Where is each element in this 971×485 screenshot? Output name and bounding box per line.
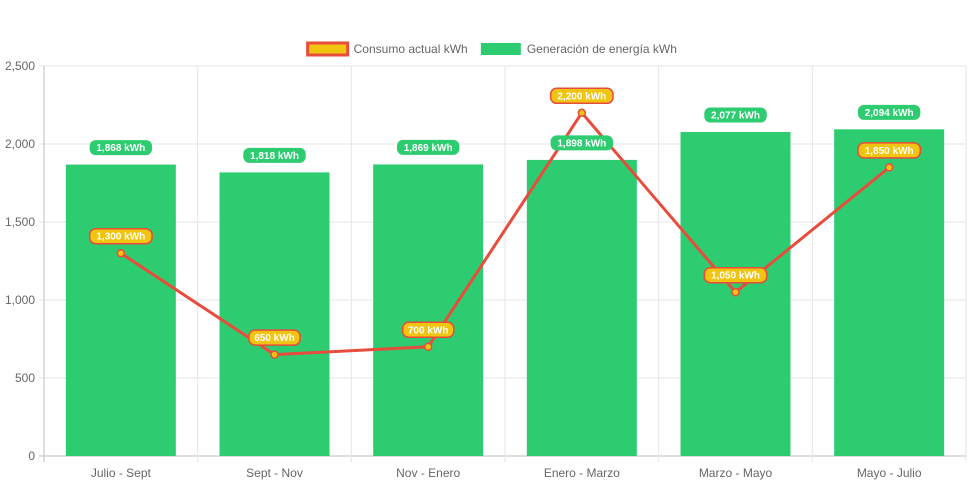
data-label: 1,850 kWh bbox=[857, 142, 922, 159]
data-label-background bbox=[857, 142, 922, 159]
line-point[interactable] bbox=[270, 350, 279, 359]
data-label-text: 1,818 kWh bbox=[250, 151, 299, 162]
data-label: 1,300 kWh bbox=[88, 227, 153, 245]
data-label-text: 700 kWh bbox=[408, 325, 449, 336]
line-point[interactable] bbox=[116, 248, 126, 258]
data-label: 2,094 kWh bbox=[857, 104, 921, 120]
legend-swatch bbox=[480, 43, 521, 55]
line-point[interactable] bbox=[577, 108, 587, 118]
data-label-background bbox=[550, 135, 614, 151]
data-label: 1,868 kWh bbox=[89, 140, 153, 156]
bar-series bbox=[65, 129, 945, 457]
legend: Consumo actual kWh Generación de energía … bbox=[306, 41, 677, 57]
line-point[interactable] bbox=[884, 163, 894, 172]
data-label-text: 2,094 kWh bbox=[865, 108, 914, 119]
data-label-background bbox=[89, 140, 153, 156]
line-point[interactable] bbox=[731, 287, 740, 297]
legend-swatch bbox=[306, 41, 350, 57]
y-tick-label: 2,000 bbox=[5, 137, 35, 151]
data-label-text: 2,200 kWh bbox=[557, 91, 606, 102]
y-tick-label: 1,000 bbox=[5, 293, 35, 307]
data-label-background bbox=[549, 87, 614, 105]
data-label-text: 650 kWh bbox=[254, 333, 295, 344]
data-label-background bbox=[401, 321, 455, 339]
data-label-background bbox=[704, 107, 767, 123]
legend-item-generacion[interactable]: Generación de energía kWh bbox=[480, 42, 677, 56]
data-label: 1,818 kWh bbox=[243, 147, 306, 163]
data-label-text: 1,868 kWh bbox=[96, 143, 145, 154]
y-tick-label: 500 bbox=[15, 371, 35, 385]
bar[interactable] bbox=[373, 164, 484, 456]
x-tick-label: Julio - Sept bbox=[91, 466, 152, 480]
data-label-background bbox=[248, 329, 301, 346]
data-label-text: 1,050 kWh bbox=[711, 271, 760, 282]
data-label-text: 1,898 kWh bbox=[557, 138, 606, 149]
data-label: 2,077 kWh bbox=[704, 107, 767, 123]
legend-label: Generación de energía kWh bbox=[527, 42, 677, 56]
x-tick-label: Enero - Marzo bbox=[544, 466, 620, 480]
data-label: 650 kWh bbox=[248, 329, 301, 346]
x-tick-label: Nov - Enero bbox=[396, 466, 460, 480]
bar[interactable] bbox=[526, 159, 637, 457]
x-tick-label: Marzo - Mayo bbox=[699, 466, 773, 480]
data-label-background bbox=[396, 139, 460, 155]
x-tick-label: Mayo - Julio bbox=[857, 466, 922, 480]
line-point[interactable] bbox=[423, 342, 433, 352]
data-label-background bbox=[703, 266, 768, 284]
data-label: 1,898 kWh bbox=[550, 135, 614, 151]
legend-item-consumo[interactable]: Consumo actual kWh bbox=[306, 41, 468, 57]
data-label: 2,200 kWh bbox=[549, 87, 614, 105]
axes: 0 500 1,000 1,500 2,000 2,500 Julio - Sept Sept… bbox=[5, 59, 922, 480]
data-label: 700 kWh bbox=[401, 321, 455, 339]
data-label-text: 1,869 kWh bbox=[404, 143, 453, 154]
data-label: 1,050 kWh bbox=[703, 266, 768, 284]
data-label: 1,869 kWh bbox=[396, 139, 460, 155]
bar[interactable] bbox=[65, 164, 176, 457]
data-label-background bbox=[243, 147, 306, 163]
bar[interactable] bbox=[834, 129, 945, 456]
data-labels: 1,868 kWh 1,818 kWh 1,869 kWh 1,898 kWh 2,07… bbox=[88, 87, 922, 346]
data-label-text: 2,077 kWh bbox=[711, 110, 760, 121]
y-tick-label: 2,500 bbox=[5, 59, 35, 73]
data-label-text: 1,300 kWh bbox=[96, 232, 145, 243]
data-label-background bbox=[857, 104, 921, 120]
grid bbox=[39, 65, 967, 462]
data-label-text: 1,850 kWh bbox=[865, 146, 914, 157]
legend-label: Consumo actual kWh bbox=[354, 42, 468, 56]
x-tick-label: Sept - Nov bbox=[246, 466, 303, 480]
bar[interactable] bbox=[219, 172, 330, 456]
data-label-background bbox=[88, 227, 153, 245]
y-tick-label: 0 bbox=[28, 449, 35, 463]
y-tick-label: 1,500 bbox=[5, 215, 35, 229]
